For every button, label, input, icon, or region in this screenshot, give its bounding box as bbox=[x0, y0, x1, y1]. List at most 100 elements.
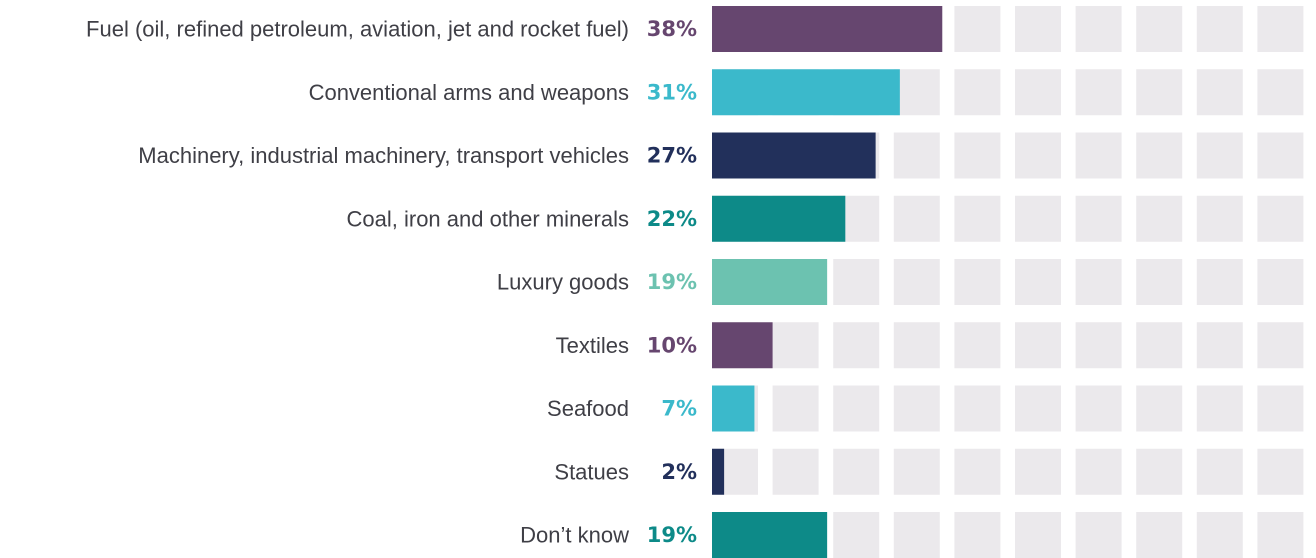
track-cell bbox=[893, 132, 940, 179]
track-cell bbox=[833, 512, 880, 558]
track-cell bbox=[1015, 6, 1061, 52]
track-cell bbox=[1196, 259, 1243, 305]
track-cell bbox=[1257, 195, 1304, 242]
track-cell bbox=[1136, 322, 1183, 369]
value-label: 27% bbox=[647, 144, 697, 168]
track-cell bbox=[772, 322, 819, 369]
value-label: 19% bbox=[647, 523, 697, 547]
value-label: 2% bbox=[661, 460, 697, 484]
track-cell bbox=[1136, 385, 1183, 432]
track-cell bbox=[893, 448, 940, 495]
track-cell bbox=[1136, 259, 1183, 305]
track-cell bbox=[954, 132, 1001, 179]
bar bbox=[712, 6, 943, 52]
track-cell bbox=[1075, 322, 1122, 369]
track-cell bbox=[1015, 385, 1061, 432]
track-cell bbox=[1257, 512, 1304, 558]
track-cell bbox=[1196, 448, 1243, 495]
bar bbox=[712, 448, 725, 495]
track-cell bbox=[1257, 132, 1304, 179]
track-cell bbox=[1075, 259, 1122, 305]
track-cell bbox=[833, 259, 880, 305]
track-cell bbox=[1257, 6, 1304, 52]
track-cell bbox=[1075, 512, 1122, 558]
value-label: 22% bbox=[647, 207, 697, 231]
category-label: Luxury goods bbox=[497, 270, 629, 295]
value-label: 31% bbox=[647, 80, 697, 104]
value-label: 10% bbox=[647, 333, 697, 357]
track-cell bbox=[1136, 195, 1183, 242]
track-cell bbox=[1136, 132, 1183, 179]
track-cell bbox=[893, 385, 940, 432]
track-cell bbox=[1257, 259, 1304, 305]
bars bbox=[712, 6, 943, 558]
category-label: Fuel (oil, refined petroleum, aviation, … bbox=[86, 17, 629, 42]
track-cell bbox=[954, 322, 1001, 369]
value-label: 19% bbox=[647, 270, 697, 294]
bar bbox=[712, 512, 828, 558]
track-cell bbox=[1015, 132, 1061, 179]
track-cell bbox=[1015, 259, 1061, 305]
track-cell bbox=[1136, 69, 1183, 116]
track-cell bbox=[833, 385, 880, 432]
track-cell bbox=[1196, 6, 1243, 52]
bar bbox=[712, 132, 876, 179]
track-cell bbox=[833, 322, 880, 369]
track-cell bbox=[1015, 448, 1061, 495]
bar bbox=[712, 195, 846, 242]
bar bbox=[712, 69, 900, 116]
track-cell bbox=[833, 448, 880, 495]
track-cell bbox=[1075, 69, 1122, 116]
value-label: 7% bbox=[661, 397, 697, 421]
category-label: Conventional arms and weapons bbox=[309, 80, 629, 105]
track-cell bbox=[1196, 195, 1243, 242]
track-cell bbox=[954, 512, 1001, 558]
track-cell bbox=[1075, 195, 1122, 242]
track-cell bbox=[1257, 448, 1304, 495]
track-cell bbox=[1196, 132, 1243, 179]
bar bbox=[712, 259, 828, 305]
track-cell bbox=[1196, 385, 1243, 432]
track-cell bbox=[893, 259, 940, 305]
track-cell bbox=[954, 6, 1001, 52]
track-cell bbox=[772, 385, 819, 432]
value-label: 38% bbox=[647, 17, 697, 41]
category-label: Seafood bbox=[547, 396, 629, 421]
bar bbox=[712, 385, 755, 432]
track-cell bbox=[1136, 448, 1183, 495]
category-label: Textiles bbox=[556, 333, 629, 358]
category-label: Machinery, industrial machinery, transpo… bbox=[138, 143, 629, 168]
track-cell bbox=[1015, 195, 1061, 242]
track-cell bbox=[1075, 448, 1122, 495]
track-cell bbox=[1257, 385, 1304, 432]
track-cell bbox=[954, 259, 1001, 305]
track-cell bbox=[1196, 69, 1243, 116]
track-cell bbox=[1015, 322, 1061, 369]
labels: 38% Fuel (oil, refined petroleum, aviatio… bbox=[86, 17, 697, 548]
track-cell bbox=[1136, 512, 1183, 558]
track-cell bbox=[1196, 322, 1243, 369]
track-cell bbox=[893, 322, 940, 369]
track-cell bbox=[772, 448, 819, 495]
category-label: Don’t know bbox=[520, 523, 629, 548]
track-cell bbox=[1015, 69, 1061, 116]
track-cell bbox=[1136, 6, 1183, 52]
bar bbox=[712, 322, 773, 369]
track-cell bbox=[1196, 512, 1243, 558]
track-cell bbox=[1257, 69, 1304, 116]
track-cell bbox=[893, 512, 940, 558]
track-cell bbox=[893, 69, 940, 116]
category-label: Statues bbox=[554, 459, 629, 484]
track-cell bbox=[954, 69, 1001, 116]
track-cell bbox=[1015, 512, 1061, 558]
track-cell bbox=[1257, 322, 1304, 369]
category-label: Coal, iron and other minerals bbox=[347, 206, 629, 231]
track-cell bbox=[954, 195, 1001, 242]
track-cell bbox=[1075, 6, 1122, 52]
track-cell bbox=[954, 448, 1001, 495]
track-cell bbox=[1075, 132, 1122, 179]
track-cell bbox=[954, 385, 1001, 432]
track-cell bbox=[893, 195, 940, 242]
track-cell bbox=[1075, 385, 1122, 432]
